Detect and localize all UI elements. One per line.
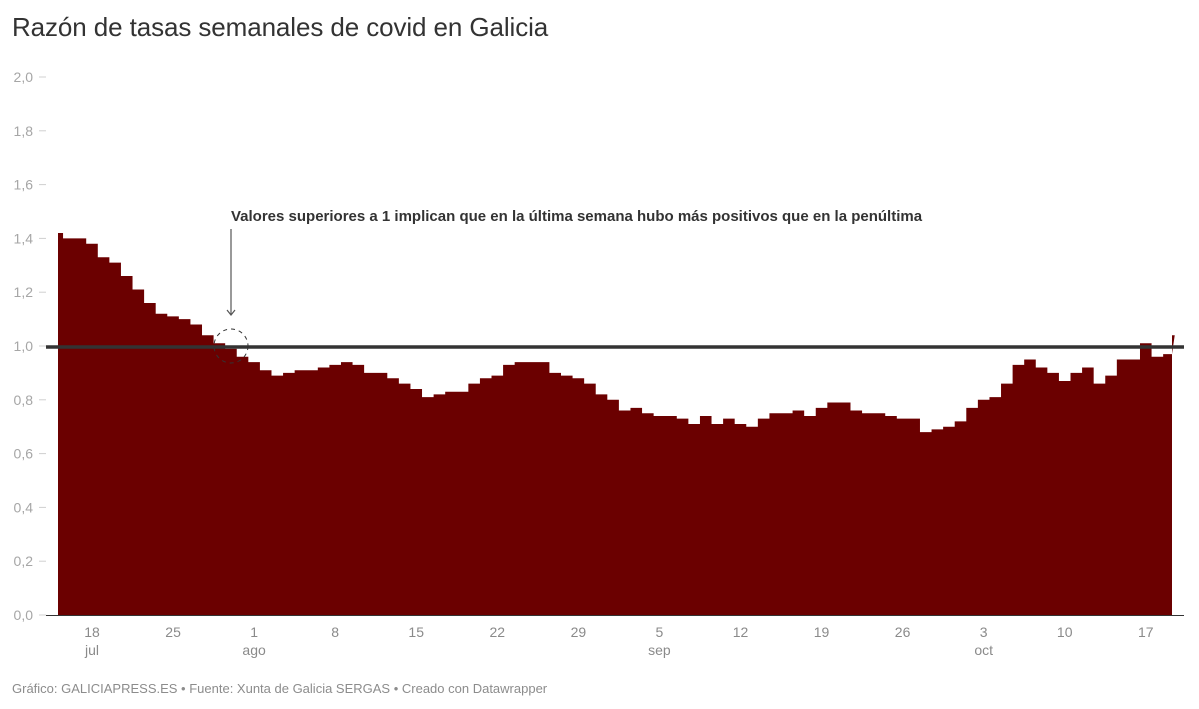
- x-tick-label: 29: [571, 624, 587, 640]
- y-tick-label: 1,6: [14, 177, 34, 193]
- arrow-head-icon: [226, 309, 236, 316]
- x-tick-label: 12: [733, 624, 749, 640]
- x-tick-month-label: jul: [84, 642, 99, 658]
- x-tick-label: 19: [814, 624, 830, 640]
- x-tick-label: 8: [331, 624, 339, 640]
- footer-credits: Gráfico: GALICIAPRESS.ES • Fuente: Xunta…: [12, 681, 548, 696]
- x-tick-label: 1: [250, 624, 258, 640]
- y-tick-label: 1,2: [14, 284, 34, 300]
- annotation: Valores superiores a 1 implican que en l…: [213, 208, 923, 364]
- y-tick-label: 0,0: [14, 607, 34, 623]
- y-tick-label: 0,6: [14, 446, 34, 462]
- x-tick-label: 10: [1057, 624, 1073, 640]
- annotation-text: Valores superiores a 1 implican que en l…: [231, 208, 923, 225]
- annotation-circle-icon: [213, 328, 249, 364]
- chart-title: Razón de tasas semanales de covid en Gal…: [12, 12, 549, 42]
- x-tick-label: 3: [980, 624, 988, 640]
- y-tick-label: 0,2: [14, 553, 34, 569]
- y-axis: 0,0 0,2 0,4 0,6 0,8 1,0 1,2 1,4 1,6 1,8 2,0: [14, 69, 46, 623]
- y-tick-label: 1,0: [14, 338, 34, 354]
- x-tick-label: 15: [408, 624, 424, 640]
- bars: [58, 233, 1175, 615]
- x-axis: 18 jul 25 1 ago 8 15 22 29 5 sep 12 19 26 3 oct 10 17: [84, 624, 1154, 658]
- x-tick-label: 26: [895, 624, 911, 640]
- y-tick-label: 1,4: [14, 230, 34, 246]
- x-tick-month-label: ago: [242, 642, 266, 658]
- y-tick-label: 1,8: [14, 123, 34, 139]
- y-tick-label: 0,8: [14, 392, 34, 408]
- x-tick-month-label: sep: [648, 642, 671, 658]
- x-tick-label: 22: [490, 624, 506, 640]
- x-tick-label: 17: [1138, 624, 1154, 640]
- y-tick-label: 2,0: [14, 69, 34, 85]
- x-tick-label: 5: [656, 624, 664, 640]
- y-tick-label: 0,4: [14, 499, 34, 515]
- x-tick-label: 25: [165, 624, 181, 640]
- bar-series: [58, 233, 1175, 615]
- x-tick-month-label: oct: [974, 642, 993, 658]
- x-tick-label: 18: [84, 624, 100, 640]
